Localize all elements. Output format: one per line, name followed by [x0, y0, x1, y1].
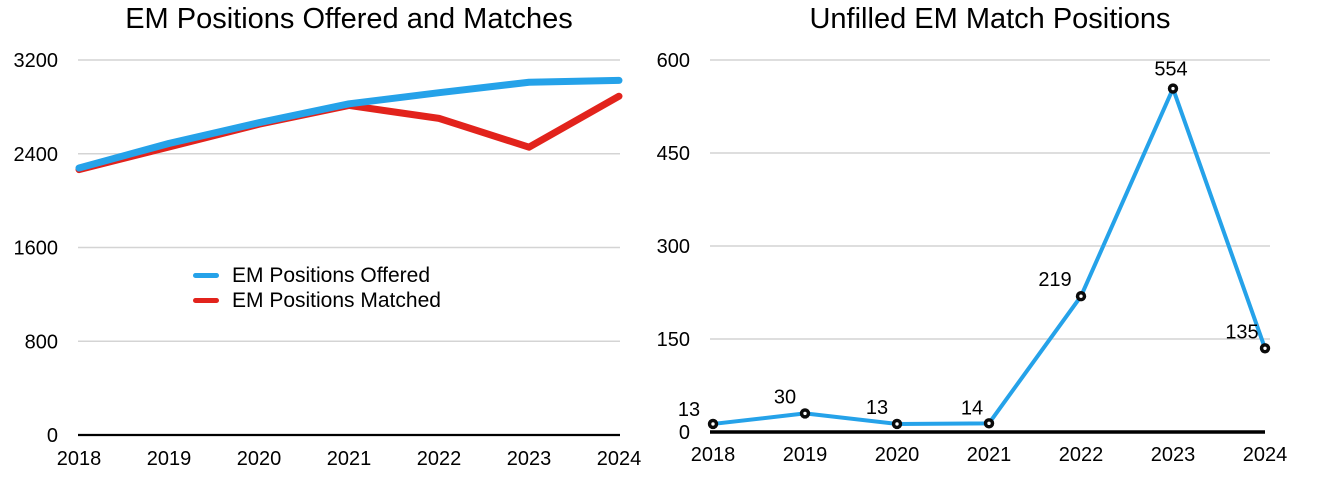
x-axis-tick-label: 2022 [417, 448, 462, 470]
right-chart-title: Unfilled EM Match Positions [809, 3, 1171, 35]
x-axis-tick-label: 2018 [691, 444, 736, 466]
series-line [75, 76, 623, 172]
x-axis-tick-label: 2023 [507, 448, 552, 470]
y-axis-tick-label: 300 [657, 236, 690, 258]
data-point-label: 14 [961, 397, 983, 419]
legend-row-matched: EM Positions Matched [193, 288, 441, 313]
x-axis-tick-label: 2019 [147, 448, 192, 470]
data-point-marker-center [1171, 86, 1175, 91]
data-point-label: 554 [1154, 59, 1187, 81]
data-point-label: 135 [1225, 321, 1258, 343]
x-axis-tick-label: 2020 [237, 448, 282, 470]
x-axis-tick-label: 2019 [783, 444, 828, 466]
offered-series-swatch-icon [193, 273, 219, 278]
data-point-label: 13 [678, 399, 700, 421]
data-point-marker-center [1263, 346, 1267, 350]
legend-label-matched: EM Positions Matched [232, 289, 441, 312]
x-axis-tick-label: 2021 [967, 444, 1012, 466]
data-point-marker-center [895, 422, 899, 426]
y-axis-tick-label: 450 [657, 143, 690, 165]
x-axis-tick-label: 2021 [327, 448, 372, 470]
x-axis-tick-label: 2024 [597, 448, 642, 470]
y-axis-tick-label: 0 [679, 422, 690, 444]
data-point-marker-center [803, 411, 807, 416]
data-point-label: 30 [774, 386, 796, 408]
data-point-label: 13 [866, 397, 888, 419]
y-axis-tick-label: 2400 [14, 144, 59, 166]
y-axis-tick-label: 800 [25, 331, 58, 353]
data-point-marker-center [711, 422, 715, 426]
data-point-marker-center [1079, 294, 1083, 298]
x-axis-tick-label: 2020 [875, 444, 920, 466]
x-axis-tick-label: 2024 [1243, 444, 1288, 466]
series-line [711, 86, 1267, 426]
left-chart-title: EM Positions Offered and Matches [125, 3, 573, 35]
data-point-label: 219 [1038, 269, 1071, 291]
legend-label-offered: EM Positions Offered [232, 264, 431, 287]
x-axis-tick-label: 2023 [1151, 444, 1196, 466]
data-point-marker-center [987, 421, 991, 426]
y-axis-tick-label: 0 [47, 425, 58, 447]
left-chart-legend: EM Positions Offered EM Positions Matche… [193, 263, 441, 313]
y-axis-tick-label: 3200 [14, 50, 59, 72]
y-axis-tick-label: 150 [657, 329, 690, 351]
legend-row-offered: EM Positions Offered [193, 263, 441, 288]
matched-series-swatch-icon [193, 298, 219, 303]
y-axis-tick-label: 600 [657, 50, 690, 72]
y-axis-tick-label: 1600 [14, 238, 59, 260]
x-axis-tick-label: 2018 [57, 448, 102, 470]
x-axis-tick-label: 2022 [1059, 444, 1104, 466]
